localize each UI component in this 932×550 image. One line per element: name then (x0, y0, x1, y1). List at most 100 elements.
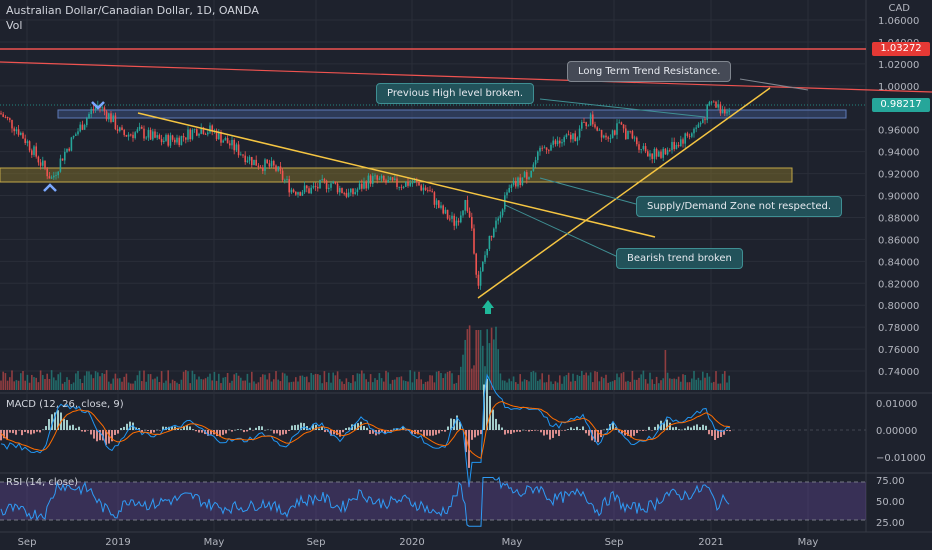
volume-bar (127, 382, 130, 390)
macd-hist-bar (258, 426, 260, 430)
volume-bar (488, 343, 491, 390)
candle-body (427, 189, 429, 191)
volume-bar (682, 374, 684, 390)
rsi-tick-labels: 75.00 50.00 25.00 (876, 476, 905, 529)
candle-body (314, 185, 317, 187)
candle-body (627, 130, 629, 140)
volume-bar (717, 383, 719, 390)
annotation-supply-demand[interactable]: Supply/Demand Zone not respected. (636, 196, 843, 217)
volume-bar (699, 380, 702, 390)
volume-bar (279, 381, 282, 390)
candle-body (152, 131, 154, 140)
volume-bar (391, 379, 394, 390)
macd-hist-bar (600, 430, 602, 438)
candle-body (160, 138, 163, 143)
volume-bar (178, 383, 180, 390)
volume-bar (101, 373, 103, 390)
volume-bar (460, 366, 462, 390)
macd-hist-bar (156, 429, 158, 431)
macd-hist-bar (606, 428, 608, 430)
volume-bar (237, 375, 240, 390)
macd-hist-bar (699, 427, 701, 430)
price-tick: 0.84000 (878, 257, 919, 268)
candle-body (435, 200, 438, 205)
volume-bar (42, 375, 44, 390)
annotation-bearish-trend[interactable]: Bearish trend broken (616, 248, 743, 269)
macd-hist-bar (222, 430, 224, 435)
candle-body (339, 188, 341, 193)
volume-bar (295, 377, 297, 390)
macd-hist-bar (372, 430, 374, 434)
price-tick: 0.92000 (878, 170, 919, 181)
candle-body (680, 139, 682, 147)
annotation-previous-high[interactable]: Previous High level broken. (376, 83, 535, 104)
volume-bar (64, 381, 66, 390)
macd-hist-bar (621, 430, 623, 434)
volume-bar (394, 379, 396, 390)
candle-body (647, 151, 649, 157)
macd-hist-bar (480, 430, 482, 435)
candle-body (2, 114, 4, 117)
macd-hist-bar (543, 430, 545, 436)
volume-bar (365, 379, 367, 390)
volume-bar (587, 375, 590, 390)
volume-bar (455, 382, 458, 390)
candle-body (343, 192, 345, 194)
candle-body (200, 127, 202, 134)
candle-body (59, 158, 62, 172)
volume-bar (44, 378, 46, 390)
candle-body (405, 181, 407, 187)
candle-body (471, 216, 473, 229)
candle-body (583, 122, 585, 123)
candle-body (550, 144, 552, 151)
candle-body (664, 148, 667, 155)
volume-bar (592, 382, 594, 390)
macd-hist-bar (537, 430, 539, 431)
candle-body (545, 147, 548, 150)
candle-body (686, 133, 689, 136)
macd-hist-bar (660, 420, 662, 430)
macd-hist-bar (588, 430, 590, 436)
volume-bar (396, 377, 398, 390)
candle-body (345, 193, 348, 197)
candle-body (297, 192, 299, 195)
candle-body (482, 261, 484, 272)
candle-body (328, 187, 330, 189)
macd-hist-bar (15, 430, 17, 435)
annotation-long-term-resistance[interactable]: Long Term Trend Resistance. (567, 61, 732, 82)
candle-body (407, 181, 409, 186)
candle-body (222, 140, 224, 143)
volume-bar (39, 370, 42, 390)
macd-hist-bar (207, 430, 209, 436)
volume-bar (152, 379, 154, 390)
macd-hist-bar (210, 430, 212, 435)
candle-body (17, 129, 20, 135)
volume-bar (407, 381, 409, 390)
candle-body (13, 128, 15, 132)
candle-body (600, 129, 603, 138)
candle-body (88, 114, 90, 119)
volume-bar (281, 372, 284, 390)
macd-label: MACD (12, 26, close, 9) (6, 399, 124, 410)
candle-body (134, 132, 136, 139)
macd-hist-bar (630, 430, 632, 438)
volume-bar (266, 379, 268, 390)
volume-bar (75, 373, 77, 390)
volume-bar (220, 383, 222, 390)
volume-bar (196, 379, 198, 390)
candle-body (677, 144, 680, 147)
macd-hist-bar (525, 430, 527, 431)
volume-bar (552, 383, 554, 390)
candle-body (286, 179, 288, 180)
macd-hist-bar (123, 426, 125, 430)
volume-bar (361, 370, 363, 390)
volume-bar (345, 378, 348, 390)
macd-hist-bar (141, 430, 143, 433)
volume-bar (259, 377, 262, 390)
macd-hist-bar (420, 430, 422, 432)
volume-bar (429, 375, 431, 390)
price-badge-red: 1.03272 (872, 42, 930, 56)
volume-bar (405, 381, 407, 390)
candle-body (444, 209, 447, 214)
candle-body (39, 162, 42, 166)
